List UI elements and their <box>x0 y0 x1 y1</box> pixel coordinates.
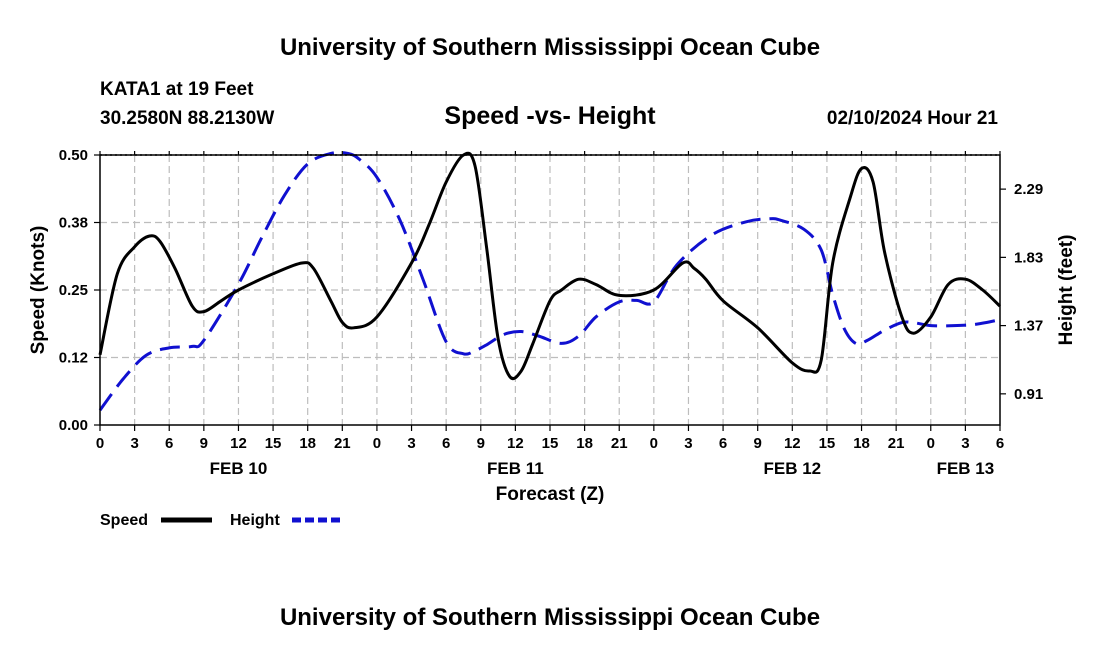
x-tick-label: 21 <box>888 435 905 452</box>
day-label: FEB 13 <box>937 459 995 478</box>
legend-label-speed: Speed <box>100 512 148 529</box>
x-tick-label: 9 <box>754 435 762 452</box>
forecast-datetime: 02/10/2024 Hour 21 <box>827 108 999 129</box>
x-axis-label: Forecast (Z) <box>496 484 605 505</box>
y-tick-label: 0.12 <box>59 350 88 367</box>
y-tick-label: 0.50 <box>59 147 88 164</box>
y2-tick-label: 1.37 <box>1014 318 1043 335</box>
y-tick-label: 0.00 <box>59 417 88 434</box>
x-tick-label: 21 <box>611 435 628 452</box>
x-tick-label: 15 <box>265 435 282 452</box>
y2-tick-label: 2.29 <box>1014 181 1043 198</box>
page-title-bottom: University of Southern Mississippi Ocean… <box>280 604 820 631</box>
x-tick-label: 15 <box>819 435 836 452</box>
page-title: University of Southern Mississippi Ocean… <box>280 34 820 61</box>
station-label: KATA1 at 19 Feet <box>100 79 254 100</box>
x-tick-label: 3 <box>961 435 969 452</box>
legend-label-height: Height <box>230 512 280 529</box>
coordinates-label: 30.2580N 88.2130W <box>100 108 274 129</box>
x-tick-label: 3 <box>407 435 415 452</box>
y2-tick-label: 0.91 <box>1014 386 1043 403</box>
series-layer <box>98 150 1002 412</box>
y-tick-label: 0.38 <box>59 215 88 232</box>
x-tick-label: 18 <box>576 435 593 452</box>
x-tick-label: 12 <box>230 435 247 452</box>
x-tick-label: 6 <box>996 435 1004 452</box>
x-tick-label: 12 <box>784 435 801 452</box>
x-tick-label: 12 <box>507 435 524 452</box>
day-label: FEB 12 <box>763 459 821 478</box>
legend: Speed Height <box>100 512 342 529</box>
x-tick-label: 6 <box>165 435 173 452</box>
y2-tick-label: 1.83 <box>1014 249 1043 266</box>
gridlines <box>100 155 1000 425</box>
x-tick-label: 3 <box>130 435 138 452</box>
x-tick-label: 0 <box>373 435 381 452</box>
x-tick-label: 6 <box>442 435 450 452</box>
x-tick-label: 15 <box>542 435 559 452</box>
x-tick-label: 9 <box>200 435 208 452</box>
y-tick-label: 0.25 <box>59 282 88 299</box>
day-label: FEB 10 <box>210 459 268 478</box>
chart-subtitle: Speed -vs- Height <box>444 102 656 130</box>
series-line-height <box>98 150 1001 412</box>
y-axis-label: Speed (Knots) <box>28 226 49 355</box>
series-line-speed <box>98 151 1002 381</box>
x-tick-label: 0 <box>96 435 104 452</box>
day-label: FEB 11 <box>487 459 544 478</box>
x-tick-label: 0 <box>927 435 935 452</box>
x-tick-label: 9 <box>477 435 485 452</box>
x-tick-label: 6 <box>719 435 727 452</box>
x-tick-label: 18 <box>853 435 870 452</box>
x-tick-label: 0 <box>650 435 658 452</box>
y2-axis-label: Height (feet) <box>1056 235 1077 346</box>
x-tick-label: 21 <box>334 435 351 452</box>
axes: 0 3 6 9 12 15 18 21 0 3 6 9 12 15 18 21 0 3 6 9 12 15 18 21 0 3 6 0… <box>59 147 1043 478</box>
x-tick-label: 18 <box>299 435 316 452</box>
x-tick-label: 3 <box>684 435 692 452</box>
